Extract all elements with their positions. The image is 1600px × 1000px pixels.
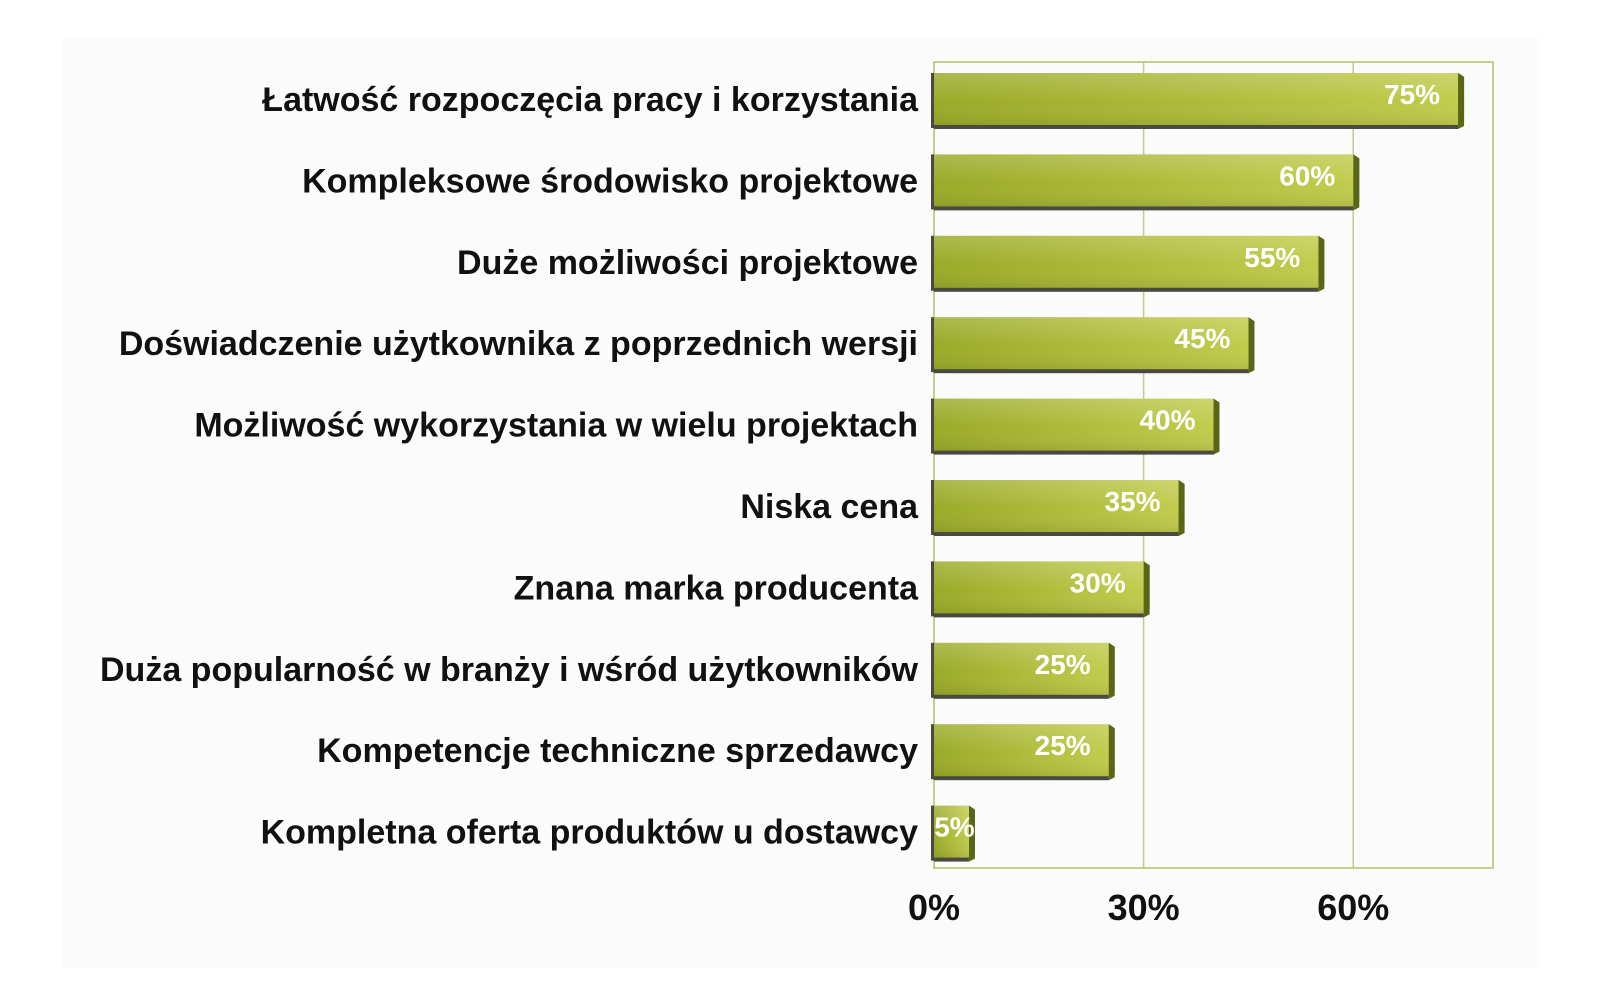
bar-side-4 (1248, 317, 1255, 374)
bar-8 (931, 642, 1115, 699)
bar-sheen-6 (934, 480, 1179, 532)
bar-side-6 (1178, 480, 1185, 536)
bar-sheen-4 (934, 317, 1249, 370)
bar-bottom-edge-6 (934, 531, 1179, 536)
bar-side-1 (1458, 73, 1465, 129)
value-label-6: 35% (1105, 486, 1161, 517)
category-label-8: Duża popularność w branży i wśród użytko… (100, 651, 919, 689)
bar-sheen-9 (934, 724, 1109, 777)
bar-left-edge-6 (931, 480, 935, 535)
x-axis-tick-labels: 0% 30% 60% (908, 887, 1389, 928)
bar-bottom-edge-10 (934, 856, 969, 862)
category-label-6: Niska cena (740, 488, 919, 526)
bar-bottom-edge-5 (934, 449, 1214, 455)
bar-sheen-10 (934, 805, 969, 858)
x-tick-label-2: 30% (1108, 887, 1180, 928)
bar-left-edge-4 (931, 317, 935, 373)
bar-sheen-2 (934, 154, 1354, 207)
value-label-3: 55% (1244, 242, 1300, 273)
category-label-5: Możliwość wykorzystania w wielu projekta… (194, 407, 918, 445)
category-label-3: Duże możliwości projektowe (457, 244, 918, 282)
bar-left-edge-1 (931, 73, 935, 128)
bar-left-edge-8 (931, 642, 935, 698)
value-label-8: 25% (1035, 649, 1091, 680)
bar-6 (931, 480, 1185, 536)
bar-bottom-edge-9 (934, 775, 1109, 781)
bar-bottom-edge-4 (934, 368, 1249, 374)
bar-sheen-8 (934, 642, 1109, 695)
value-label-4: 45% (1174, 323, 1230, 354)
bar-7 (931, 561, 1150, 618)
category-label-1: Łatwość rozpoczęcia pracy i korzystania (262, 81, 919, 119)
value-label-7: 30% (1070, 567, 1126, 598)
bar-side-7 (1143, 561, 1150, 618)
bar-10 (931, 805, 975, 862)
bar-side-9 (1108, 724, 1115, 781)
category-label-2: Kompleksowe środowisko projektowe (302, 162, 918, 200)
x-tick-label-1: 0% (908, 887, 960, 928)
bar-sheen-5 (934, 398, 1214, 451)
bar-9 (931, 724, 1115, 781)
bar-4 (931, 317, 1255, 374)
bar-left-edge-2 (931, 154, 935, 210)
bars (931, 73, 1465, 862)
bar-side-3 (1318, 235, 1325, 292)
value-label-9: 25% (1035, 730, 1091, 761)
category-label-7: Znana marka producenta (514, 569, 919, 607)
plot-area-frame (933, 61, 1494, 869)
bar-side-10 (968, 805, 975, 862)
bar-left-edge-7 (931, 561, 935, 617)
category-label-10: Kompletna oferta produktów u dostawcy (261, 814, 918, 852)
bar-bottom-edge-1 (934, 124, 1459, 129)
value-label-5: 40% (1139, 405, 1195, 436)
category-labels: Łatwość rozpoczęcia pracy i korzystania K… (100, 81, 919, 852)
bar-bottom-edge-8 (934, 693, 1109, 699)
bar-side-8 (1108, 642, 1115, 699)
value-labels: 75% 60% 55% 45% 40% 35% 30% 25% 25% 5% (934, 79, 1440, 843)
bar-left-edge-9 (931, 724, 935, 780)
bar-bottom-edge-2 (934, 205, 1354, 211)
bar-1 (931, 73, 1465, 129)
bar-bottom-edge-7 (934, 612, 1144, 618)
category-label-4: Doświadczenie użytkownika z poprzednich … (119, 325, 918, 363)
bar-sheen-3 (934, 235, 1319, 288)
bar-bottom-edge-3 (934, 286, 1319, 292)
bar-left-edge-5 (931, 398, 935, 454)
value-label-10: 5% (934, 812, 975, 843)
bar-side-5 (1213, 398, 1220, 455)
bar-sheen-7 (934, 561, 1144, 614)
value-label-2: 60% (1279, 160, 1335, 191)
bar-side-2 (1353, 154, 1360, 211)
category-label-9: Kompetencje techniczne sprzedawcy (317, 732, 918, 770)
bar-left-edge-10 (931, 805, 935, 861)
bar-sheen-1 (934, 73, 1459, 125)
bar-5 (931, 398, 1220, 455)
x-tick-label-3: 60% (1317, 887, 1389, 928)
value-label-1: 75% (1384, 79, 1440, 110)
bar-left-edge-3 (931, 235, 935, 291)
bar-2 (931, 154, 1360, 211)
bar-3 (931, 235, 1325, 292)
